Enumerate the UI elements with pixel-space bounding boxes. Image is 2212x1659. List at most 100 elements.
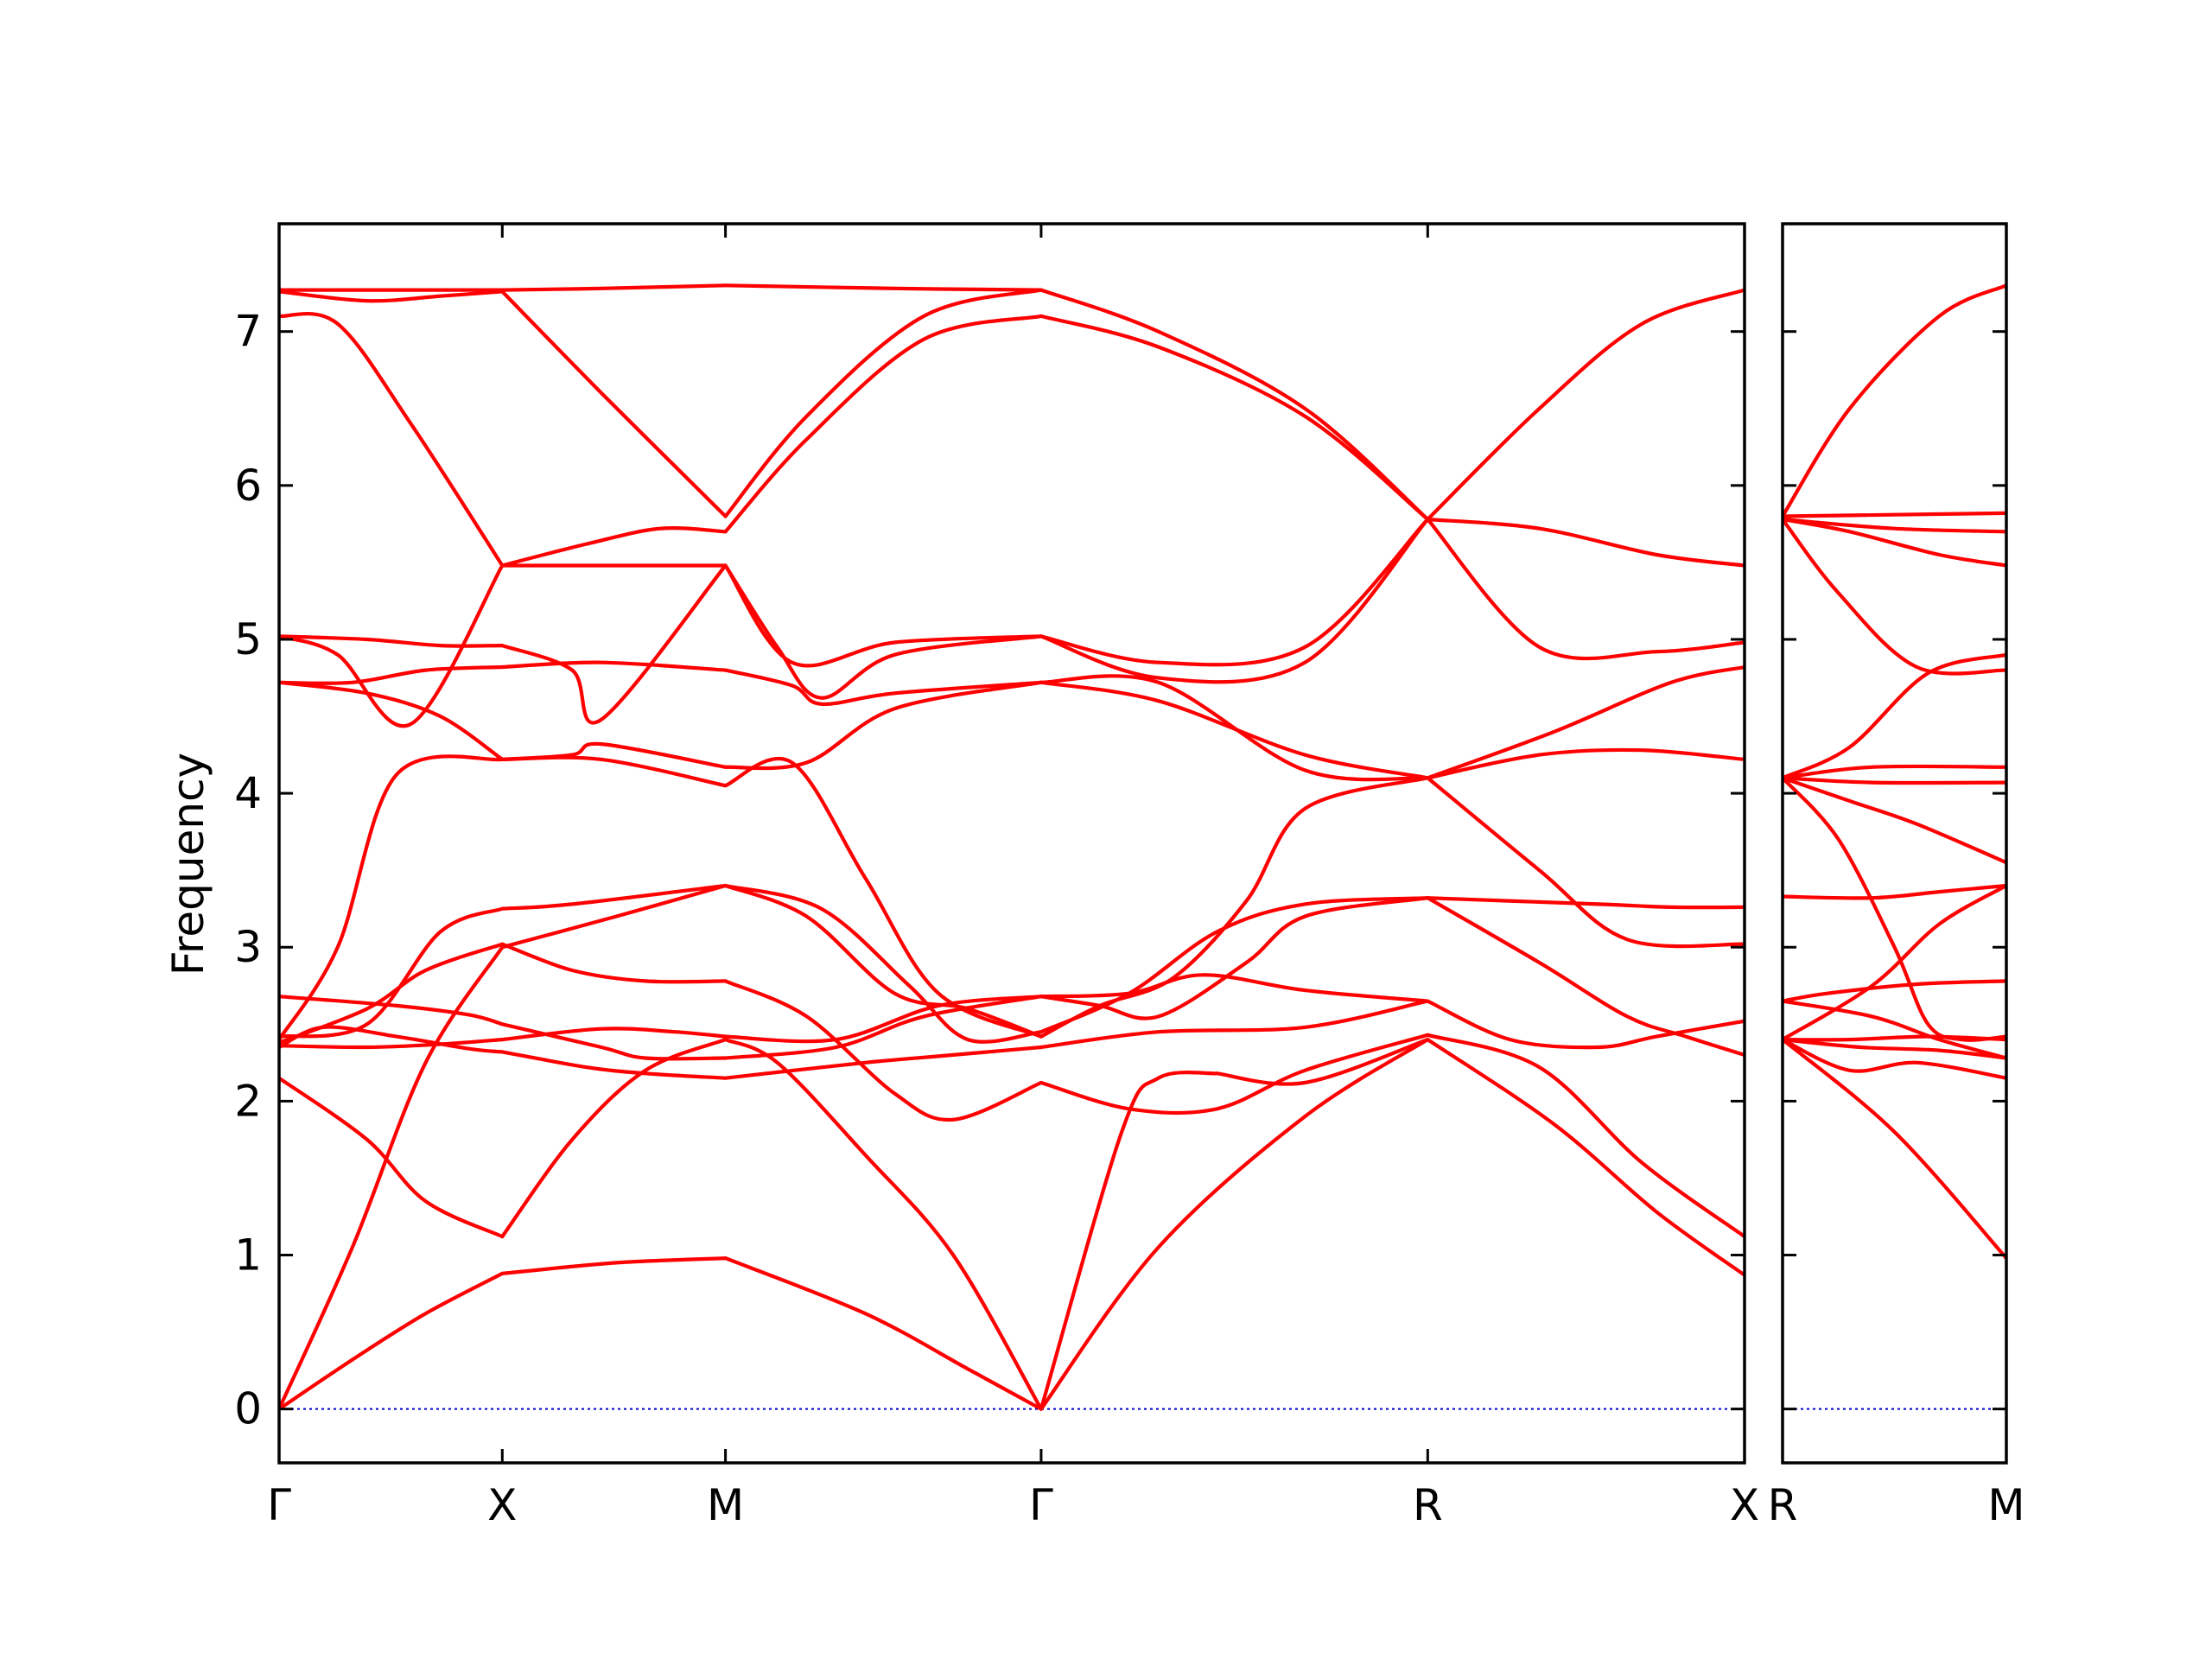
band-segment [279, 906, 505, 1039]
band-segment [723, 563, 1043, 668]
band-segment [279, 942, 505, 1045]
band-segment [500, 942, 728, 984]
y-tick-label: 3 [234, 922, 262, 972]
band-segment [1783, 1034, 2006, 1042]
band-segment [500, 563, 728, 725]
band-segment [500, 883, 728, 950]
band-segment [1783, 283, 2006, 518]
band-segment [1426, 747, 1745, 780]
band-segment [1426, 776, 1745, 949]
band-segment [500, 1050, 728, 1080]
y-tick-label: 2 [234, 1076, 262, 1126]
band-segment [279, 634, 505, 648]
band-segment [500, 1027, 728, 1042]
band-segment [723, 883, 1043, 1044]
band-segment [1426, 517, 1745, 661]
band-segment [1783, 883, 2006, 900]
band-segment [1039, 1033, 1430, 1116]
y-tick-label: 6 [234, 461, 262, 511]
band-segment [1783, 517, 2006, 534]
band-segment [1426, 896, 1745, 1057]
y-tick-label: 0 [234, 1384, 262, 1434]
x-tick-label: Γ [1029, 1480, 1053, 1530]
band-segment [279, 945, 505, 1411]
band-segment [1783, 1038, 2006, 1080]
band-segment [279, 311, 505, 568]
y-axis-label: Frequency [163, 753, 213, 976]
band-segment [1426, 1038, 1745, 1277]
band-segment [1426, 896, 1745, 910]
band-segment [279, 289, 505, 303]
band-segment [1783, 883, 2006, 1042]
band-segment [1039, 1038, 1430, 1411]
band-segment [723, 995, 1043, 1060]
band-segment [1215, 1038, 1430, 1086]
band-segment [723, 1045, 1043, 1080]
band-segment [1783, 652, 2006, 780]
band-segment [1426, 664, 1745, 780]
band-segment [1426, 1033, 1745, 1239]
band-segment [1039, 973, 1430, 1003]
band-segment [723, 668, 1043, 707]
panel-frame [1781, 222, 2008, 1465]
band-segment [500, 526, 728, 568]
x-tick-label: X [487, 1480, 517, 1530]
panel-frame [277, 222, 1746, 1465]
x-tick-label: Γ [267, 1480, 291, 1530]
band-segment [1039, 999, 1430, 1050]
band-segment [500, 660, 728, 672]
band-segment [1039, 517, 1430, 684]
band-lines [1783, 283, 2006, 1261]
x-tick-label: X [1730, 1480, 1759, 1530]
band-segment [723, 1256, 1043, 1411]
band-segment [279, 680, 505, 761]
band-segment [723, 979, 1043, 1122]
band-segment [279, 563, 505, 728]
band-segment [500, 283, 728, 292]
y-tick-label: 4 [234, 768, 262, 818]
band-segment [1783, 776, 2006, 865]
band-segment [723, 1038, 1043, 1411]
band-lines [279, 283, 1745, 1411]
band-segment [723, 680, 1043, 771]
y-tick-label: 1 [234, 1230, 262, 1281]
band-segment [279, 1271, 505, 1411]
band-segment [279, 995, 505, 1027]
x-tick-label: R [1413, 1480, 1443, 1530]
y-tick-label: 7 [234, 307, 262, 357]
band-segment [1783, 511, 2006, 518]
band-segment [723, 756, 1043, 1039]
band-segment [723, 314, 1043, 534]
band-segment [1039, 896, 1430, 1020]
band-segment [1426, 999, 1745, 1050]
band-segment [1783, 517, 2006, 568]
band-segment [1039, 288, 1430, 522]
band-segment [723, 883, 1043, 1039]
band-segment [1783, 776, 2006, 785]
band-segment [1039, 674, 1430, 782]
band-segment [1783, 517, 2006, 676]
band-segment [1783, 999, 2006, 1060]
x-tick-label: M [1987, 1480, 2024, 1530]
y-axis-label-group: Frequency [163, 753, 213, 976]
band-segment [1783, 764, 2006, 780]
band-segment [723, 288, 1043, 518]
band-segment [1783, 1038, 2006, 1060]
band-segment [723, 563, 1043, 700]
band-segment [1039, 517, 1430, 667]
band-segment [1783, 979, 2006, 1003]
band-segment [1783, 1038, 2006, 1261]
x-tick-label: M [707, 1480, 744, 1530]
band-segment [279, 1038, 505, 1050]
band-segment [723, 283, 1043, 292]
band-segment [279, 1076, 505, 1239]
band-segment [1039, 1070, 1219, 1411]
band-segment [500, 289, 728, 518]
x-tick-label: R [1768, 1480, 1798, 1530]
band-segment [1426, 288, 1745, 522]
band-segment [500, 883, 728, 911]
panel-main: 0 1 2 3 4 5 6 7 Γ X M Γ R X [234, 222, 1759, 1530]
band-segment [500, 1256, 728, 1275]
band-segment [1783, 776, 2006, 1042]
